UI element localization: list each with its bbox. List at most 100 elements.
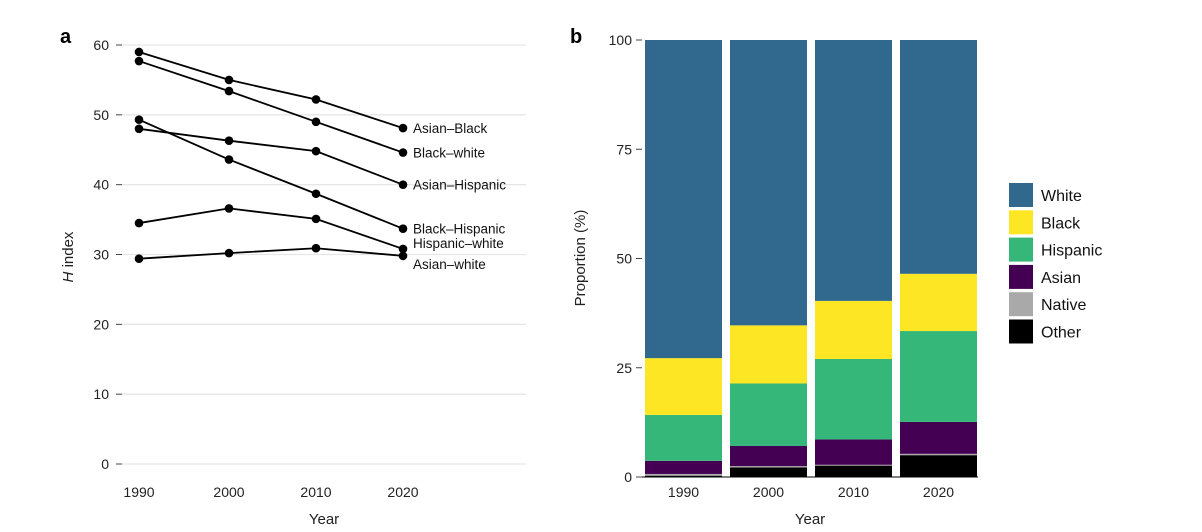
legend-label-hispanic: Hispanic [1041,243,1102,260]
bar-segment-native [815,464,892,466]
data-point-a [311,189,321,199]
data-point-a [134,47,144,57]
data-point-a [134,218,144,228]
series-line-a [138,60,404,154]
y-axis-label-a: H index [60,231,77,282]
bar-segment-hispanic [645,414,722,461]
legend-b: White Black Hispanic Asian Native Other [1009,183,1102,344]
data-point-a [134,56,144,66]
panel-label-a: a [60,26,72,48]
points-a [134,47,408,263]
legend-swatch-asian [1009,264,1033,289]
y-tick-label-a: 20 [93,316,109,332]
y-tick-label-b: 75 [616,141,632,157]
legend-label-other: Other [1041,325,1082,342]
legend-swatch-black [1009,210,1033,235]
bar-segment-black [730,325,807,384]
series-line-a [138,207,404,250]
x-tick-label-a: 2020 [387,484,418,500]
grid-a [122,44,526,465]
y-tick-label-a: 50 [93,107,109,123]
bar-segment-black [815,300,892,360]
data-point-a [224,136,234,145]
bar-segment-white [730,40,807,326]
data-point-a [224,75,234,85]
bar-segment-white [645,40,722,359]
bar-segment-hispanic [815,359,892,440]
bar-segment-other [645,475,722,477]
x-tick-label-b: 2010 [838,484,869,500]
data-point-a [398,224,408,233]
x-tick-label-a: 1990 [123,484,154,500]
x-tick-label-b: 1990 [668,484,699,500]
series-line-a [138,247,404,260]
bar-segment-other [900,455,977,477]
legend-label-white: White [1041,188,1082,205]
y-tick-label-b: 50 [616,251,632,267]
series-lines-a [138,51,404,260]
y-axis-label-a-rest: index [60,231,77,272]
chart-a: a 0 10 20 30 40 50 60 1990 2000 2010 2020 Asian–B… [60,26,526,528]
panel-label-b: b [570,26,582,48]
x-tick-label-b: 2000 [753,484,784,500]
bar-segment-white [900,40,977,274]
x-ticks-a: 1990 2000 2010 2020 [123,484,418,500]
series-line-a [138,51,404,129]
x-axis-label-a: Year [309,511,339,528]
y-ticks-a: 0 10 20 30 40 50 60 [93,37,122,472]
y-tick-label-a: 0 [101,456,109,472]
series-line-a [138,127,404,186]
data-point-a [311,146,321,156]
bar-segment-asian [730,445,807,467]
y-tick-label-a: 60 [93,37,109,53]
data-point-a [398,123,408,133]
bar-segment-other [815,465,892,477]
legend-label-black: Black [1041,215,1081,232]
bar-segment-hispanic [730,383,807,446]
data-point-a [311,95,321,104]
bar-segment-white [815,40,892,301]
bar-segment-native [900,453,977,456]
x-tick-label-b: 2020 [923,484,954,500]
series-label-a: Black–Hispanic [413,222,506,237]
bar-segment-native [645,473,722,476]
data-point-a [224,155,234,164]
bar-segment-black [900,273,977,332]
data-point-a [224,248,234,258]
series-label-a: Black–white [413,146,485,161]
chart-b: b 0 25 50 75 100 1990 2000 2010 2020 Year Propo… [570,26,1102,528]
legend-label-asian: Asian [1041,270,1081,287]
y-tick-label-b: 25 [616,360,632,376]
data-point-a [398,148,408,157]
data-point-a [134,254,144,263]
data-point-a [224,86,234,96]
stacked-bars-b [645,40,977,477]
bar-segment-native [730,466,807,468]
series-labels-a: Asian–Black Black–white Asian–Hispanic Blac… [413,121,506,272]
x-tick-label-a: 2000 [213,484,244,500]
bar-segment-asian [645,460,722,474]
data-point-a [311,117,321,127]
x-tick-label-a: 2010 [300,484,331,500]
series-label-a: Hispanic–white [413,236,504,251]
series-line-a [138,118,404,230]
legend-swatch-native [1009,292,1033,317]
data-point-a [134,115,144,125]
bar-segment-hispanic [900,331,977,422]
data-point-a [311,243,321,253]
legend-swatch-other [1009,319,1033,344]
y-tick-label-a: 30 [93,247,109,263]
data-point-a [398,251,408,261]
bar-segment-asian [815,439,892,465]
series-label-a: Asian–white [413,257,486,272]
data-point-a [398,180,408,189]
y-axis-label-b: Proportion (%) [572,210,589,307]
y-axis-label-a-italic: H [60,271,77,282]
legend-swatch-hispanic [1009,237,1033,262]
y-ticks-b: 0 25 50 75 100 [609,32,642,485]
x-axis-label-b: Year [795,511,825,528]
bar-segment-other [730,467,807,477]
y-tick-label-b: 100 [609,32,633,48]
y-tick-label-a: 10 [93,386,109,402]
